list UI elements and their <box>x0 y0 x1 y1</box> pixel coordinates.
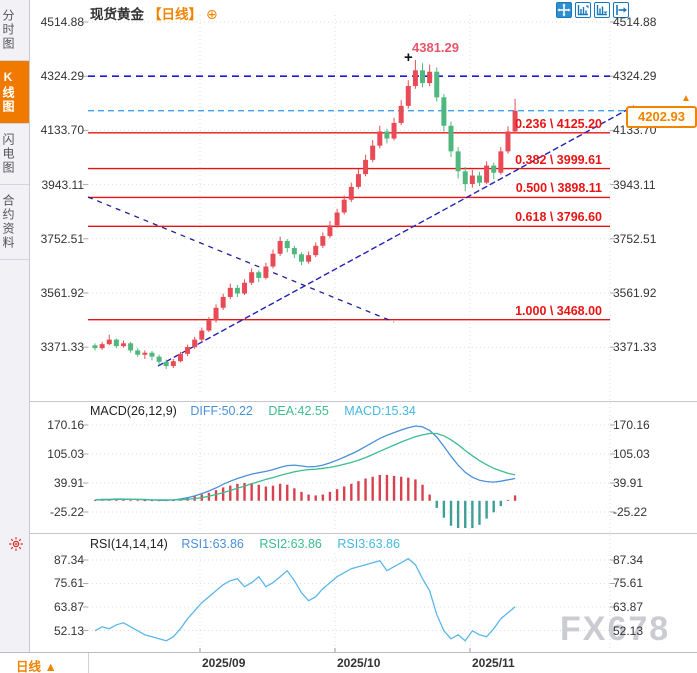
price-axis-label-right: 3371.33 <box>613 340 657 355</box>
macd-header: MACD(26,12,9) DIFF:50.22 DEA:42.55 MACD:… <box>90 404 416 418</box>
sidebar-item-kline-chart[interactable]: K线图 <box>0 61 29 124</box>
price-axis-label-right: 3943.11 <box>613 177 656 192</box>
macd-axis-label-left: 170.16 <box>47 418 84 432</box>
price-axis-label-left: 3752.51 <box>40 231 84 246</box>
rsi-header: RSI(14,14,14) RSI1:63.86 RSI2:63.86 RSI3… <box>90 537 400 551</box>
macd-diff-value: DIFF:50.22 <box>190 404 253 418</box>
last-price-box: 4202.93 <box>626 106 697 128</box>
macd-name: MACD(26,12,9) <box>90 404 177 418</box>
x-axis-tick-label: 2025/11 <box>472 656 515 670</box>
swing-high-label: 4381.29 <box>412 40 459 55</box>
rsi-axis-label-left: 63.87 <box>53 599 84 614</box>
fib-lines[interactable] <box>88 132 610 321</box>
candlesticks[interactable] <box>92 59 518 369</box>
rsi-name: RSI(14,14,14) <box>90 537 168 551</box>
sidebar-item-flash-chart[interactable]: 闪电图 <box>0 124 29 185</box>
macd-axis-label-left: 105.03 <box>47 447 84 461</box>
price-alert-icon[interactable] <box>8 536 24 552</box>
sidebar: 分时图 K线图 闪电图 合约资料 <box>0 0 30 652</box>
price-axis-label-left: 4324.29 <box>40 69 84 84</box>
rsi-line <box>94 557 516 642</box>
time-axis-bar: 日线 ▲ 2025/09 2025/10 2025/11 <box>0 652 697 673</box>
macd-diff-line <box>94 425 516 501</box>
rsi-axis-label-right: 87.34 <box>613 553 644 567</box>
price-axis-label-left: 4514.88 <box>40 15 84 29</box>
macd-axis-label-left: -25.22 <box>49 505 84 519</box>
rsi-axis-label-left: 87.34 <box>53 553 84 567</box>
macd-axis-label-right: 39.91 <box>613 475 644 490</box>
sidebar-item-time-chart[interactable]: 分时图 <box>0 0 29 61</box>
price-axis-label-left: 4133.70 <box>40 123 84 138</box>
symbol-name: 现货黄金 <box>90 7 144 22</box>
chart-toolbar <box>556 2 629 18</box>
price-axis-label-left: 3943.11 <box>41 177 85 192</box>
rsi-axis-label-right: 75.61 <box>613 576 644 591</box>
fib-level-label: 0.382 \ 3999.61 <box>515 152 602 167</box>
period-tag: 【日线】 <box>148 7 202 22</box>
panel-divider[interactable] <box>30 401 697 402</box>
macd-axis-label-right: 170.16 <box>613 418 650 432</box>
macd-dea-line <box>95 432 516 501</box>
watermark: FX678 <box>560 610 671 648</box>
sidebar-item-contract-info[interactable]: 合约资料 <box>0 185 29 260</box>
rsi3-value: RSI3:63.86 <box>337 537 400 551</box>
fib-level-label: 1.000 \ 3468.00 <box>515 303 602 318</box>
rsi1-value: RSI1:63.86 <box>181 537 244 551</box>
price-axis-label-right: 4514.88 <box>613 15 657 29</box>
fib-level-label: 0.236 \ 4125.20 <box>515 116 602 131</box>
period-selector-button[interactable]: 日线 ▲ <box>16 660 57 673</box>
rsi-axis-label-left: 52.13 <box>53 623 84 638</box>
macd-axis-label-right: -25.22 <box>613 505 648 519</box>
uptrend-line[interactable] <box>157 105 635 367</box>
panel-divider[interactable] <box>30 533 697 534</box>
go-latest-tool-icon[interactable] <box>613 2 629 18</box>
crosshair-marker: + <box>404 49 413 66</box>
add-indicator-icon[interactable]: ⊕ <box>206 6 218 22</box>
divider <box>88 653 89 673</box>
crosshair-tool-icon[interactable] <box>556 2 572 18</box>
scroll-latest-arrow-icon[interactable]: ▲ <box>681 93 691 104</box>
axis-pan-tool-icon[interactable] <box>594 2 610 18</box>
price-axis-label-left: 3371.33 <box>40 340 84 355</box>
axis-zoom-tool-icon[interactable] <box>575 2 591 18</box>
rsi2-value: RSI2:63.86 <box>259 537 322 551</box>
price-axis-label-right: 4324.29 <box>613 69 657 84</box>
x-axis-tick-label: 2025/10 <box>337 656 381 670</box>
fib-level-label: 0.618 \ 3796.60 <box>515 210 602 225</box>
macd-axis-label-left: 39.91 <box>53 475 84 490</box>
rsi-axis-label-right: 52.13 <box>613 623 644 638</box>
chart-title: 现货黄金 【日线】 ⊕ <box>90 3 218 23</box>
rsi-axis-label-left: 75.61 <box>53 576 84 591</box>
macd-axis-label-right: 105.03 <box>613 447 650 461</box>
macd-dea-value: DEA:42.55 <box>268 404 329 418</box>
macd-histogram <box>93 474 517 528</box>
price-axis-label-right: 3561.92 <box>613 286 657 300</box>
price-axis-label-right: 3752.51 <box>613 231 657 246</box>
fib-level-label: 0.500 \ 3898.11 <box>515 181 602 196</box>
downtrend-dashed-line[interactable] <box>87 196 395 323</box>
price-axis-label-left: 3561.92 <box>40 286 84 300</box>
rsi-axis-label-right: 63.87 <box>613 599 644 614</box>
macd-macd-value: MACD:15.34 <box>344 404 416 418</box>
x-axis-tick-label: 2025/09 <box>202 656 246 670</box>
